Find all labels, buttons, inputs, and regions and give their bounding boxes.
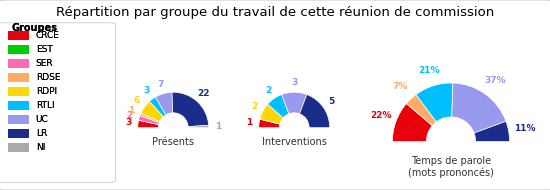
Text: SER: SER: [36, 59, 53, 68]
Text: LR: LR: [36, 129, 47, 138]
FancyBboxPatch shape: [8, 115, 29, 124]
FancyBboxPatch shape: [8, 59, 29, 68]
Text: 1: 1: [128, 106, 134, 115]
Text: 1: 1: [216, 122, 222, 131]
FancyBboxPatch shape: [8, 143, 29, 152]
Wedge shape: [474, 121, 509, 142]
Text: 7: 7: [157, 80, 164, 89]
FancyBboxPatch shape: [8, 45, 29, 54]
Wedge shape: [140, 113, 159, 123]
Wedge shape: [156, 92, 173, 115]
Text: RDSE: RDSE: [36, 73, 60, 82]
Text: NI: NI: [36, 143, 45, 152]
Wedge shape: [139, 116, 159, 125]
Text: CRCE: CRCE: [36, 31, 59, 40]
Wedge shape: [406, 95, 436, 126]
Text: 21%: 21%: [418, 66, 439, 74]
Text: 1: 1: [246, 118, 252, 127]
Text: RDSE: RDSE: [36, 73, 60, 82]
Wedge shape: [393, 104, 432, 142]
Text: 3: 3: [144, 86, 150, 95]
Wedge shape: [268, 94, 289, 118]
Text: RDPI: RDPI: [36, 87, 57, 96]
Text: NI: NI: [36, 143, 45, 152]
Wedge shape: [150, 97, 166, 117]
Text: 2: 2: [251, 102, 257, 111]
Text: 6: 6: [134, 97, 140, 105]
Text: CRCE: CRCE: [36, 31, 59, 40]
FancyBboxPatch shape: [8, 73, 29, 82]
Text: Temps de parole
(mots prononcés): Temps de parole (mots prononcés): [408, 156, 494, 178]
FancyBboxPatch shape: [8, 115, 29, 124]
FancyBboxPatch shape: [8, 101, 29, 110]
Text: 22: 22: [197, 89, 210, 98]
Wedge shape: [141, 101, 163, 122]
Wedge shape: [188, 125, 209, 128]
Wedge shape: [452, 83, 506, 133]
Wedge shape: [258, 119, 280, 128]
FancyBboxPatch shape: [8, 73, 29, 82]
Wedge shape: [260, 104, 283, 124]
Text: UC: UC: [36, 115, 48, 124]
FancyBboxPatch shape: [8, 129, 29, 138]
Text: RTLI: RTLI: [36, 101, 54, 110]
FancyBboxPatch shape: [8, 31, 29, 40]
Text: 3: 3: [291, 78, 298, 87]
Text: 2: 2: [265, 86, 272, 95]
Text: 22%: 22%: [370, 111, 392, 120]
Wedge shape: [300, 94, 330, 128]
Text: Groupes: Groupes: [11, 23, 57, 33]
FancyBboxPatch shape: [8, 101, 29, 110]
Text: 37%: 37%: [484, 76, 505, 85]
Text: Répartition par groupe du travail de cette réunion de commission: Répartition par groupe du travail de cet…: [56, 6, 494, 19]
Text: Interventions: Interventions: [262, 137, 327, 146]
Text: EST: EST: [36, 45, 52, 54]
FancyBboxPatch shape: [8, 129, 29, 138]
FancyBboxPatch shape: [8, 59, 29, 68]
FancyBboxPatch shape: [8, 143, 29, 152]
Wedge shape: [282, 92, 307, 114]
FancyBboxPatch shape: [8, 31, 29, 40]
FancyBboxPatch shape: [8, 45, 29, 54]
Text: 11%: 11%: [514, 124, 536, 133]
Text: 2: 2: [126, 111, 133, 120]
Wedge shape: [172, 92, 208, 127]
Text: 7%: 7%: [392, 82, 408, 91]
FancyBboxPatch shape: [8, 87, 29, 96]
Text: RTLI: RTLI: [36, 101, 54, 110]
FancyBboxPatch shape: [0, 23, 116, 182]
Wedge shape: [416, 83, 453, 122]
Text: SER: SER: [36, 59, 53, 68]
Text: EST: EST: [36, 45, 52, 54]
Text: 5: 5: [328, 97, 335, 106]
Text: LR: LR: [36, 129, 47, 138]
Text: UC: UC: [36, 115, 48, 124]
Wedge shape: [138, 120, 158, 128]
Text: Groupes: Groupes: [11, 23, 57, 33]
Text: 3: 3: [125, 118, 131, 127]
Text: Présents: Présents: [152, 137, 194, 146]
Text: RDPI: RDPI: [36, 87, 57, 96]
FancyBboxPatch shape: [8, 87, 29, 96]
